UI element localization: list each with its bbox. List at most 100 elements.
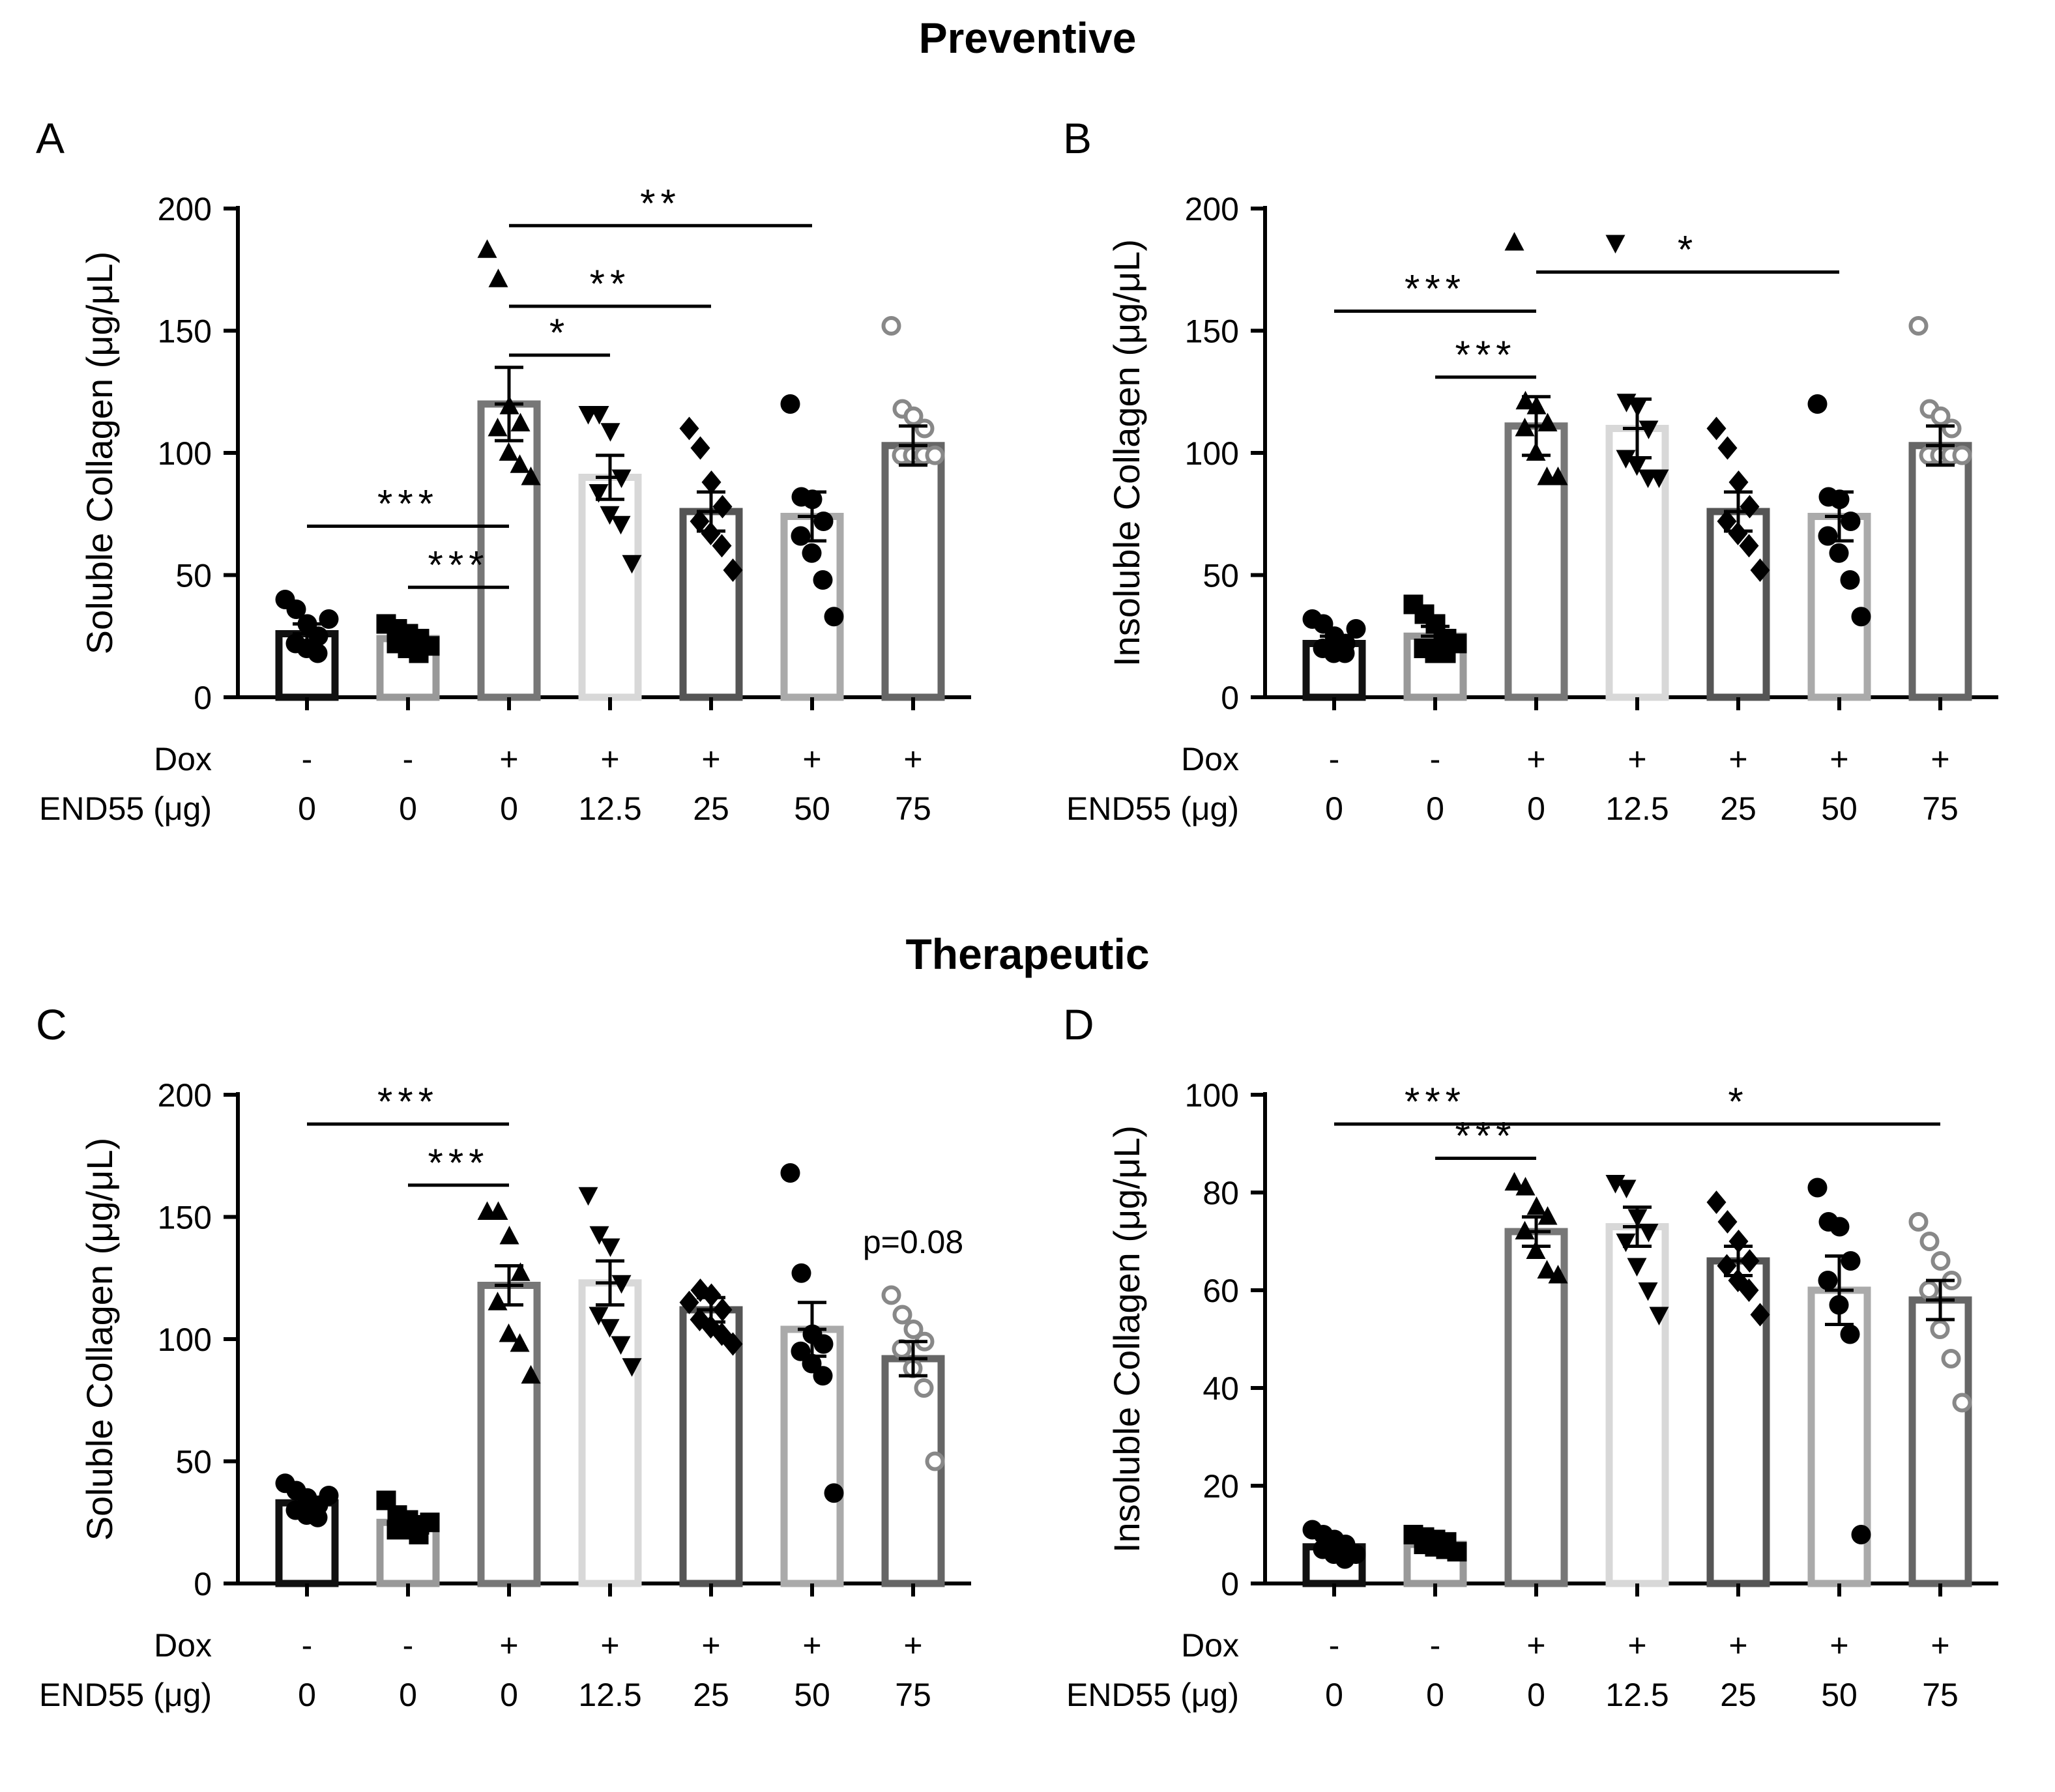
- end55-row-label: END55 (μg): [39, 1677, 212, 1713]
- bar-group: [578, 1187, 642, 1587]
- bar: [1908, 1296, 1972, 1587]
- dox-value: -: [1329, 1627, 1340, 1664]
- data-point: [791, 526, 811, 546]
- y-axis-label: Insoluble Collagen (μg/μL): [1106, 239, 1147, 667]
- bar-group: [679, 416, 743, 701]
- data-point: [1908, 1212, 1929, 1232]
- data-point: [521, 467, 541, 485]
- y-tick-label: 150: [158, 1200, 212, 1236]
- bar-group: [376, 1490, 440, 1587]
- bar: [1504, 1228, 1568, 1587]
- data-point: [1919, 1280, 1939, 1300]
- data-point: [1931, 406, 1951, 426]
- dox-value: +: [1627, 1627, 1646, 1664]
- data-point: [510, 412, 531, 431]
- bar-group: [275, 1473, 339, 1587]
- bar-group: [1605, 1175, 1669, 1587]
- data-point: [1335, 643, 1355, 663]
- data-point: [1829, 1217, 1850, 1237]
- bar-group: [1706, 1191, 1770, 1587]
- panel-label: A: [36, 114, 65, 162]
- data-point: [723, 558, 743, 582]
- x-tick-label: 0: [500, 1677, 518, 1713]
- x-tick-label: 75: [895, 1677, 931, 1713]
- therapeutic-title: Therapeutic: [905, 930, 1150, 978]
- data-point: [308, 626, 328, 646]
- data-point: [914, 1378, 934, 1398]
- data-point: [1717, 510, 1737, 533]
- dox-row-label: Dox: [154, 1627, 212, 1664]
- data-point: [723, 1332, 743, 1356]
- significance-label: ***: [1455, 1114, 1516, 1158]
- bar-group: [1908, 316, 1972, 701]
- data-point: [1728, 470, 1749, 494]
- data-point: [1504, 232, 1524, 251]
- dox-value: +: [1829, 741, 1848, 777]
- x-tick-label: 50: [1821, 790, 1858, 827]
- x-tick-label: 50: [794, 790, 830, 827]
- x-tick-label: 12.5: [578, 790, 641, 827]
- data-point: [420, 636, 440, 656]
- bar-group: [1302, 609, 1366, 701]
- data-point: [1649, 1307, 1669, 1325]
- data-point: [1616, 1234, 1636, 1252]
- x-tick-label: 0: [500, 790, 518, 827]
- dox-value: +: [499, 741, 518, 777]
- data-point: [1447, 1542, 1467, 1562]
- data-point: [1447, 633, 1467, 654]
- significance-label: *: [1728, 1080, 1748, 1123]
- y-tick-label: 20: [1202, 1468, 1239, 1505]
- x-tick-label: 25: [1720, 1677, 1756, 1713]
- significance-label: ***: [1405, 267, 1466, 311]
- bar: [1908, 442, 1972, 701]
- y-tick-label: 40: [1202, 1370, 1239, 1407]
- data-point: [319, 1486, 339, 1505]
- y-tick-label: 100: [1185, 435, 1239, 472]
- bar-group: [1908, 1212, 1972, 1587]
- data-point: [510, 454, 530, 473]
- data-point: [1818, 526, 1838, 546]
- data-point: [892, 1305, 912, 1325]
- data-point: [286, 600, 306, 619]
- bar-group: [1504, 1172, 1568, 1587]
- bar: [1504, 422, 1568, 701]
- data-point: [1941, 1349, 1961, 1368]
- data-point: [1739, 534, 1759, 558]
- bar-group: [1807, 1178, 1871, 1587]
- x-tick-label: 12.5: [578, 1677, 641, 1713]
- dox-value: +: [1931, 741, 1949, 777]
- bar-group: [1807, 394, 1871, 701]
- dox-value: +: [1627, 741, 1646, 777]
- data-point: [600, 506, 620, 525]
- bar-group: [1403, 1525, 1467, 1587]
- data-point: [488, 1201, 508, 1220]
- dox-value: -: [302, 741, 313, 777]
- dox-value: -: [1430, 741, 1441, 777]
- bar-group: [780, 1163, 844, 1587]
- data-point: [611, 1336, 631, 1355]
- panel-a-soluble-preventive: A 0 50 100 150 200 Soluble Collagen (μg/μL) Dox…: [0, 91, 1027, 906]
- chart-d: D 0 20 40 60 80 100 Insoluble Collagen (μg/μL) D…: [1063, 1000, 1998, 1713]
- data-point: [308, 643, 328, 663]
- data-point: [892, 1339, 912, 1359]
- x-tick-label: 50: [794, 1677, 830, 1713]
- bar-group: [1706, 416, 1770, 701]
- bar-group: [376, 614, 440, 701]
- dox-value: +: [1526, 741, 1545, 777]
- data-point: [925, 1451, 945, 1471]
- y-tick-label: 50: [1202, 558, 1239, 594]
- data-point: [477, 239, 497, 258]
- data-point: [1818, 1271, 1838, 1290]
- y-axis-label: Soluble Collagen (μg/μL): [79, 1138, 120, 1541]
- bar-group: [477, 239, 541, 701]
- data-point: [712, 534, 732, 558]
- data-point: [1829, 543, 1849, 563]
- data-point: [914, 418, 935, 439]
- data-point: [1942, 418, 1962, 439]
- data-point: [1346, 619, 1366, 639]
- x-tick-label: 12.5: [1605, 790, 1669, 827]
- dox-value: +: [1728, 1627, 1747, 1664]
- y-tick-label: 150: [158, 313, 212, 350]
- data-point: [589, 406, 609, 425]
- data-point: [1649, 469, 1669, 488]
